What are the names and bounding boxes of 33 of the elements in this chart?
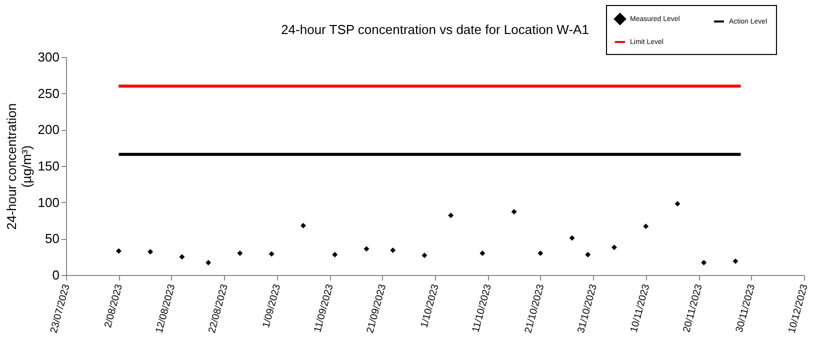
point (732, 258, 738, 264)
y-tick-label: 250 (38, 86, 60, 101)
point (511, 209, 517, 215)
y-axis-title: 24-hour concentration (µg/m³) (4, 103, 34, 230)
point (390, 248, 396, 254)
point (569, 235, 575, 241)
y-tick-label: 150 (38, 158, 60, 174)
x-tick-label: 2/08/2023 (102, 282, 126, 330)
point (701, 260, 707, 266)
point (148, 249, 154, 254)
point (206, 260, 212, 266)
x-tick-label: 1/10/2023 (419, 282, 442, 330)
point (364, 246, 370, 252)
point (611, 244, 617, 250)
point (116, 248, 122, 254)
point (643, 224, 649, 230)
y-tick-label: 200 (38, 122, 60, 138)
point (268, 251, 274, 257)
point (448, 212, 454, 218)
point (480, 250, 486, 256)
point (332, 252, 338, 258)
point (674, 201, 680, 207)
y-tick-label: 300 (38, 50, 60, 64)
point (538, 250, 544, 256)
y-tick-label: 0 (52, 268, 60, 282)
y-tick-label: 100 (38, 194, 60, 210)
point (585, 252, 591, 258)
point (237, 250, 243, 256)
point (300, 222, 306, 228)
point (179, 254, 185, 260)
y-tick-label: 50 (45, 231, 60, 246)
point (422, 252, 428, 258)
chart-title: 24-hour TSP concentration vs date for Location W-A1 (281, 22, 589, 37)
